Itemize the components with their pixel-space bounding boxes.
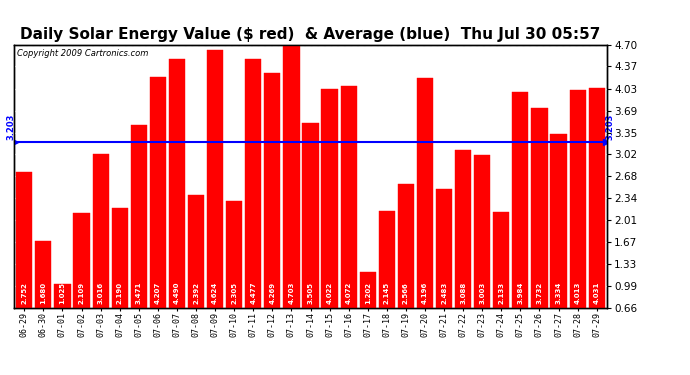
Text: 3.088: 3.088 xyxy=(460,282,466,304)
Bar xyxy=(73,213,90,308)
Text: 2.392: 2.392 xyxy=(193,282,199,304)
Text: 1.680: 1.680 xyxy=(41,282,46,304)
Bar xyxy=(264,73,280,308)
Text: 4.031: 4.031 xyxy=(593,282,600,304)
Bar xyxy=(226,201,242,308)
Text: 4.624: 4.624 xyxy=(212,282,218,304)
Text: 3.732: 3.732 xyxy=(536,282,542,304)
Bar xyxy=(379,211,395,308)
Bar xyxy=(16,172,32,308)
Bar xyxy=(493,212,509,308)
Text: 3.505: 3.505 xyxy=(308,282,313,304)
Text: 3.003: 3.003 xyxy=(480,282,485,304)
Text: 3.471: 3.471 xyxy=(136,282,141,304)
Text: 2.566: 2.566 xyxy=(403,282,409,304)
Bar xyxy=(436,189,452,308)
Text: 4.013: 4.013 xyxy=(575,282,580,304)
Bar xyxy=(569,90,586,308)
Bar xyxy=(112,208,128,308)
Title: Daily Solar Energy Value ($ red)  & Average (blue)  Thu Jul 30 05:57: Daily Solar Energy Value ($ red) & Avera… xyxy=(20,27,601,42)
Text: 3.984: 3.984 xyxy=(518,282,524,304)
Text: 2.133: 2.133 xyxy=(498,282,504,304)
Text: 2.145: 2.145 xyxy=(384,282,390,304)
Text: 2.190: 2.190 xyxy=(117,282,123,304)
Text: 2.109: 2.109 xyxy=(79,282,85,304)
Text: 1.202: 1.202 xyxy=(365,282,371,304)
Bar xyxy=(417,78,433,308)
Text: 3.334: 3.334 xyxy=(555,282,562,304)
Text: 4.196: 4.196 xyxy=(422,282,428,304)
Bar xyxy=(341,86,357,308)
Bar xyxy=(512,92,529,308)
Bar xyxy=(207,50,223,308)
Text: 4.477: 4.477 xyxy=(250,282,256,304)
Bar xyxy=(551,134,566,308)
Bar xyxy=(284,45,299,308)
Bar xyxy=(302,123,319,308)
Bar xyxy=(589,88,605,308)
Bar xyxy=(35,241,52,308)
Bar xyxy=(455,150,471,308)
Text: 4.072: 4.072 xyxy=(346,282,352,304)
Bar xyxy=(245,60,262,308)
Text: 2.305: 2.305 xyxy=(231,282,237,304)
Text: 2.483: 2.483 xyxy=(441,282,447,304)
Text: 3.203: 3.203 xyxy=(605,114,614,140)
Bar xyxy=(169,58,185,308)
Bar xyxy=(359,272,376,308)
Bar xyxy=(474,155,491,308)
Bar xyxy=(150,77,166,308)
Bar xyxy=(322,89,337,308)
Bar xyxy=(55,284,70,308)
Text: 4.022: 4.022 xyxy=(326,282,333,304)
Bar xyxy=(188,195,204,308)
Bar xyxy=(398,184,414,308)
Text: 4.207: 4.207 xyxy=(155,282,161,304)
Bar xyxy=(130,125,147,308)
Text: 3.203: 3.203 xyxy=(7,114,16,140)
Text: 4.490: 4.490 xyxy=(174,282,180,304)
Text: 4.703: 4.703 xyxy=(288,282,295,304)
Bar xyxy=(531,108,548,308)
Bar xyxy=(92,154,109,308)
Text: 1.025: 1.025 xyxy=(59,282,66,304)
Text: Copyright 2009 Cartronics.com: Copyright 2009 Cartronics.com xyxy=(17,49,148,58)
Text: 3.016: 3.016 xyxy=(97,282,104,304)
Text: 4.269: 4.269 xyxy=(269,282,275,304)
Text: 2.752: 2.752 xyxy=(21,282,28,304)
